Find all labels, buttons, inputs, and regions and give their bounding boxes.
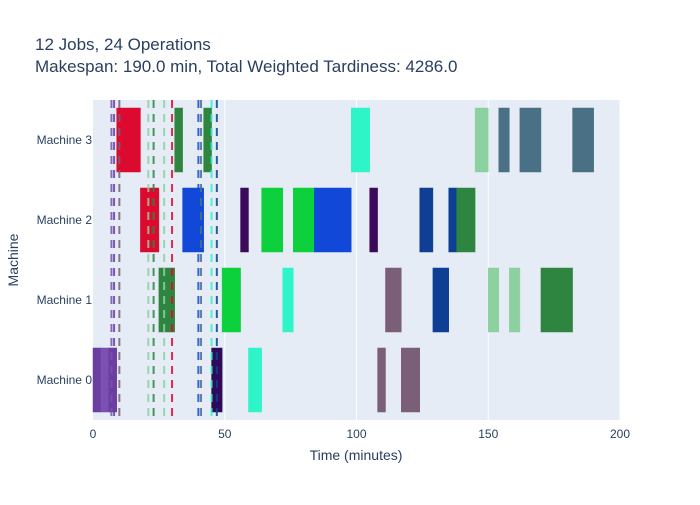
operation-bar [519, 107, 542, 173]
operation-bar [350, 107, 370, 173]
operation-bar [401, 347, 420, 413]
operation-bar [432, 267, 449, 333]
operation-bar [314, 187, 334, 253]
x-tick-label: 50 [218, 427, 232, 441]
y-ticks-layer: Machine 0 Machine 1 Machine 2 Machine 3 [37, 133, 93, 387]
operation-bar [498, 107, 510, 173]
operation-bar [132, 107, 141, 173]
operation-bar [474, 107, 489, 173]
y-tick-label: Machine 3 [37, 133, 93, 147]
operation-bar [456, 187, 476, 253]
operation-bar [221, 267, 241, 333]
x-axis-label: Time (minutes) [310, 447, 403, 463]
operation-bar [369, 187, 378, 253]
operation-bar [419, 187, 434, 253]
operation-bar [92, 347, 102, 413]
operation-bar [385, 267, 402, 333]
y-tick-label: Machine 2 [37, 213, 93, 227]
operation-bar [509, 267, 521, 333]
operation-bar [140, 187, 160, 253]
operation-bar [540, 267, 558, 333]
y-tick-label: Machine 0 [37, 373, 93, 387]
operation-bar [293, 187, 315, 253]
operation-bar [332, 187, 352, 253]
operation-bar [174, 107, 183, 173]
due-date-lines-layer [110, 100, 218, 420]
operation-bar [282, 267, 294, 333]
operation-bar [488, 267, 500, 333]
y-axis-label: Machine [5, 233, 21, 286]
operation-bar [158, 267, 175, 333]
operation-bar [572, 107, 594, 173]
x-tick-label: 200 [610, 427, 630, 441]
operation-bar [240, 187, 249, 253]
operation-bar [261, 187, 283, 253]
x-tick-label: 100 [346, 427, 366, 441]
chart-title: 12 Jobs, 24 Operations [35, 35, 211, 54]
operation-bar [203, 107, 212, 173]
operation-bar [448, 187, 457, 253]
y-tick-label: Machine 1 [37, 293, 93, 307]
operation-bar [108, 347, 117, 413]
chart-subtitle: Makespan: 190.0 min, Total Weighted Tard… [35, 57, 457, 76]
x-ticks-layer: 0 50 100 150 200 [90, 427, 631, 441]
operation-bar [100, 347, 110, 413]
x-tick-label: 0 [90, 427, 97, 441]
operation-bar [248, 347, 262, 413]
operation-bar [556, 267, 573, 333]
bars-layer [92, 107, 594, 413]
x-tick-label: 150 [478, 427, 498, 441]
operation-bar [377, 347, 386, 413]
